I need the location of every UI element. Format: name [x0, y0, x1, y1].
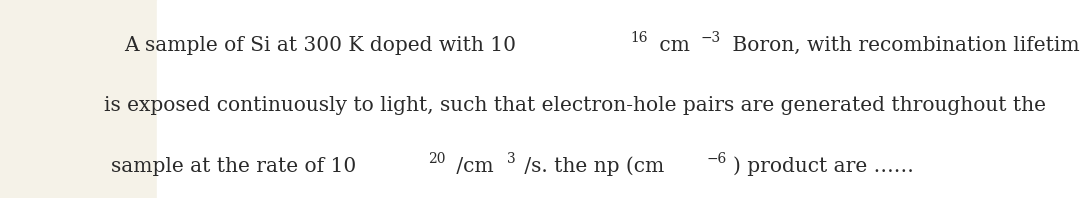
Text: A sample of Si at 300 K doped with 10: A sample of Si at 300 K doped with 10: [124, 36, 516, 55]
Text: /s. the np (cm: /s. the np (cm: [517, 157, 664, 176]
Text: 3: 3: [507, 152, 515, 166]
Text: /cm: /cm: [450, 157, 494, 176]
Text: is exposed continuously to light, such that electron-hole pairs are generated th: is exposed continuously to light, such t…: [104, 96, 1045, 115]
Text: ) product are ……: ) product are ……: [732, 157, 914, 176]
Text: Boron, with recombination lifetime 3 μs. It: Boron, with recombination lifetime 3 μs.…: [726, 36, 1080, 55]
Text: 16: 16: [630, 31, 648, 45]
Text: 20: 20: [428, 152, 445, 166]
Text: cm: cm: [652, 36, 689, 55]
Bar: [157, 0, 1080, 198]
Text: −3: −3: [700, 31, 720, 45]
Text: −6: −6: [706, 152, 727, 166]
Text: sample at the rate of 10: sample at the rate of 10: [111, 157, 356, 176]
